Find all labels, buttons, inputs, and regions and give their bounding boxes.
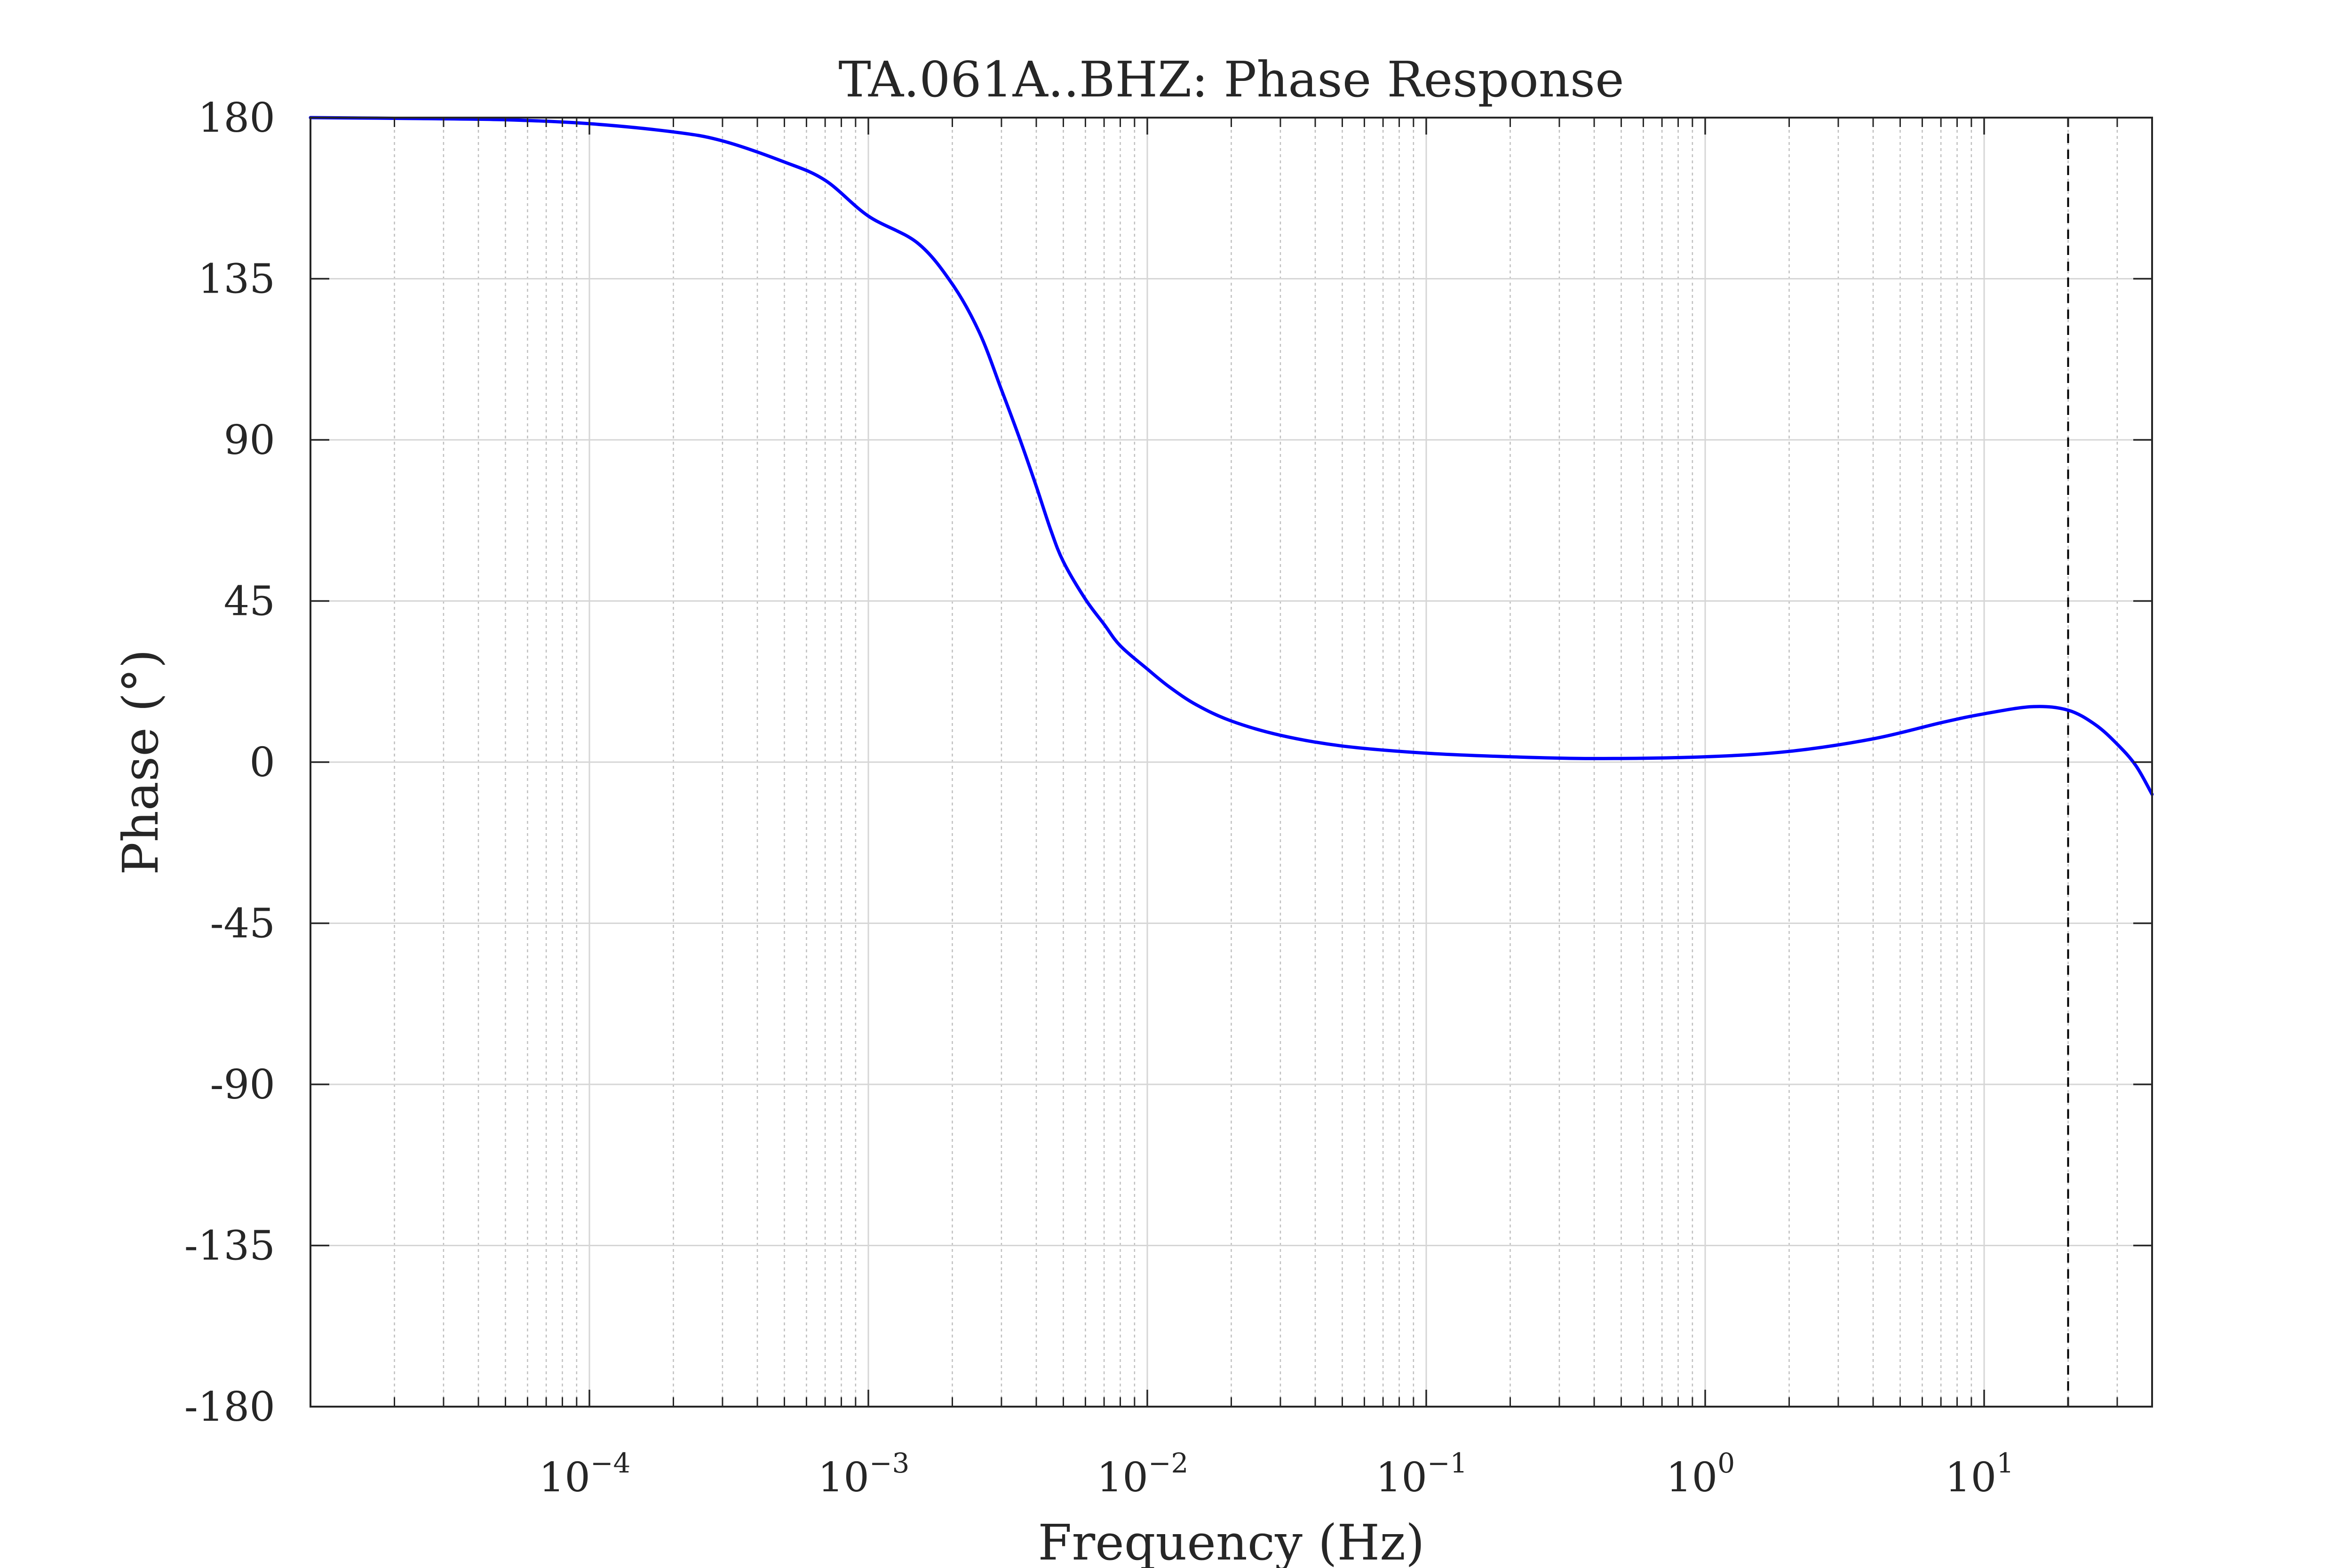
grid-layer xyxy=(310,118,2152,1407)
y-tick-label: 0 xyxy=(249,739,275,786)
x-tick-label: 10−2 xyxy=(1097,1447,1189,1501)
y-tick-label: -45 xyxy=(210,900,276,947)
tick-label-layer: 10−4 10−3 10−2 10−1 100 101 180 135 90 45 0 -45 -90 -… xyxy=(184,95,2014,1501)
x-axis-label: Frequency (Hz) xyxy=(1038,1514,1424,1568)
chart-title: TA.061A..BHZ: Phase Response xyxy=(838,51,1624,108)
x-tick-label: 10−4 xyxy=(539,1447,631,1501)
series-layer xyxy=(309,116,2154,796)
y-tick-label: 135 xyxy=(198,256,275,303)
phase-series-line xyxy=(309,116,2154,796)
x-tick-label: 10−3 xyxy=(818,1447,910,1501)
y-tick-label: -135 xyxy=(184,1223,275,1270)
tick-layer xyxy=(310,117,2152,1408)
y-tick-label: -90 xyxy=(210,1061,276,1108)
y-tick-label: 45 xyxy=(224,578,275,625)
y-tick-label: -180 xyxy=(184,1384,275,1431)
x-tick-label: 101 xyxy=(1945,1447,2014,1501)
y-tick-label: 90 xyxy=(224,417,275,464)
y-axis-label: Phase (°) xyxy=(112,649,169,875)
y-tick-label: 180 xyxy=(198,95,275,142)
x-tick-label: 100 xyxy=(1666,1447,1735,1501)
x-tick-label: 10−1 xyxy=(1376,1447,1468,1501)
